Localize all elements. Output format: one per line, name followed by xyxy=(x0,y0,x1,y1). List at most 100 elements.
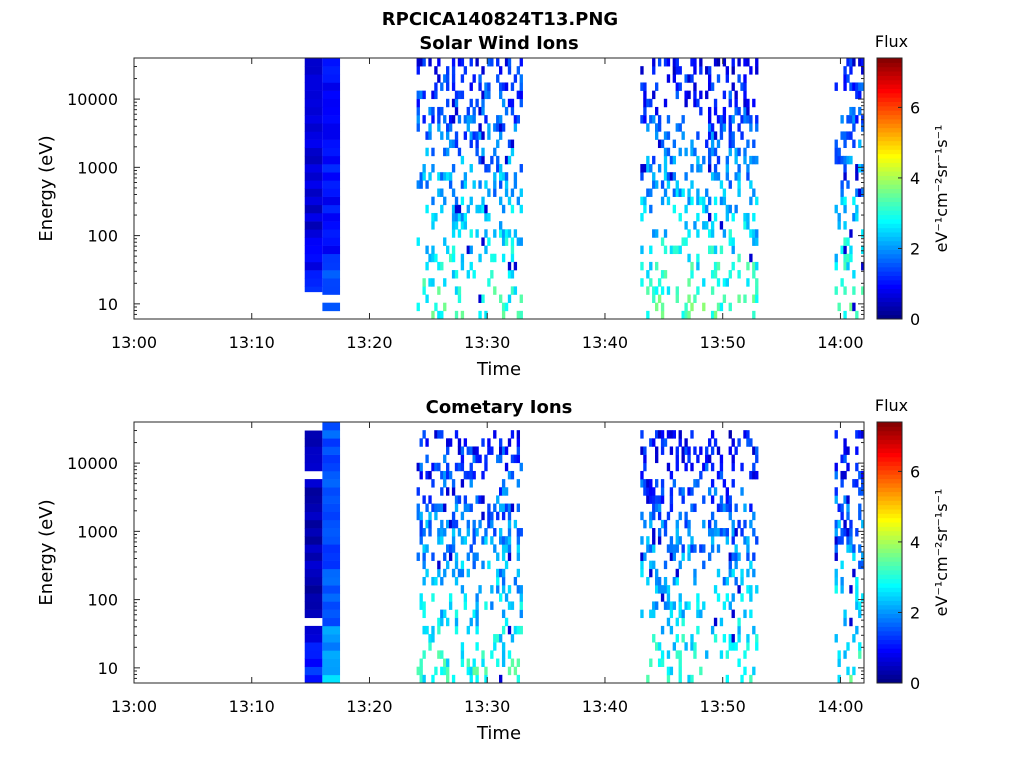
heatmap-cell xyxy=(861,430,865,439)
heatmap-cell xyxy=(448,519,453,529)
heatmap-cell xyxy=(731,212,735,222)
heatmap-cell xyxy=(690,139,694,149)
heatmap-cell xyxy=(446,123,450,132)
heatmap-cell xyxy=(448,123,453,132)
heatmap-cell xyxy=(519,237,523,246)
heatmap-cell xyxy=(454,90,459,100)
heatmap-cell xyxy=(752,188,756,197)
heatmap-cell xyxy=(755,155,759,165)
heatmap-cell xyxy=(746,552,750,561)
heatmap-cell xyxy=(322,528,341,537)
colorbar-segment xyxy=(877,656,902,662)
heatmap-cell xyxy=(484,229,488,238)
heatmap-cell xyxy=(840,503,844,513)
heatmap-cell xyxy=(834,576,838,586)
heatmap-cell xyxy=(696,196,700,206)
heatmap-cell xyxy=(431,576,435,586)
heatmap-cell xyxy=(440,172,444,181)
heatmap-cell xyxy=(507,294,512,303)
colorbar-segment xyxy=(877,430,902,436)
heatmap-cell xyxy=(734,90,738,100)
heatmap-cell xyxy=(475,495,479,504)
heatmap-cell xyxy=(499,438,503,447)
heatmap-cell xyxy=(710,123,715,132)
y-tick-label: 10000 xyxy=(67,90,118,109)
heatmap-cell xyxy=(666,147,671,157)
heatmap-cell xyxy=(837,519,841,529)
heatmap-cell xyxy=(752,568,756,578)
heatmap-cell xyxy=(496,511,500,521)
heatmap-cell xyxy=(501,642,506,651)
heatmap-cell xyxy=(834,147,838,157)
heatmap-cell xyxy=(660,446,665,455)
heatmap-cell xyxy=(448,139,453,149)
heatmap-cell xyxy=(719,617,724,627)
heatmap-cell xyxy=(843,286,847,295)
heatmap-cell xyxy=(322,131,341,140)
heatmap-cell xyxy=(643,98,647,108)
heatmap-cell xyxy=(655,503,659,513)
heatmap-cell xyxy=(725,593,729,602)
heatmap-cell xyxy=(678,430,682,439)
heatmap-cell xyxy=(728,98,732,108)
heatmap-cell xyxy=(469,245,473,255)
heatmap-cell xyxy=(499,131,503,140)
heatmap-cell xyxy=(655,568,659,578)
heatmap-cell xyxy=(304,115,323,124)
heatmap-cell xyxy=(843,519,847,529)
heatmap-cell xyxy=(431,212,435,222)
heatmap-cell xyxy=(419,658,423,667)
heatmap-cell xyxy=(454,430,459,439)
heatmap-cell xyxy=(457,115,462,124)
colorbar-segment xyxy=(877,210,902,216)
heatmap-cell xyxy=(678,82,682,91)
heatmap-cell xyxy=(834,487,838,496)
colorbar-segment xyxy=(877,617,902,623)
heatmap-cell xyxy=(493,229,497,238)
heatmap-cell xyxy=(440,666,444,676)
heatmap-cell xyxy=(510,82,515,91)
heatmap-cell xyxy=(678,609,682,619)
heatmap-cell xyxy=(446,544,450,553)
heatmap-cell xyxy=(304,245,323,255)
heatmap-cell xyxy=(646,155,650,165)
heatmap-cell xyxy=(722,634,727,643)
heatmap-cell xyxy=(660,302,665,312)
heatmap-cell xyxy=(481,294,485,303)
heatmap-cell xyxy=(675,568,679,578)
colorbar-segment xyxy=(877,245,902,250)
heatmap-cell xyxy=(746,438,750,447)
heatmap-cell xyxy=(690,544,694,553)
heatmap-cell xyxy=(672,66,677,75)
heatmap-cell xyxy=(457,204,462,214)
heatmap-cell xyxy=(322,585,341,594)
heatmap-cell xyxy=(434,66,438,75)
heatmap-cell xyxy=(834,552,838,561)
heatmap-cell xyxy=(457,58,462,67)
heatmap-cell xyxy=(725,164,729,173)
heatmap-cell xyxy=(743,536,747,545)
heatmap-cell xyxy=(487,503,491,513)
heatmap-cell xyxy=(469,229,473,238)
x-tick-label: 13:10 xyxy=(229,333,275,352)
heatmap-cell xyxy=(446,438,450,447)
heatmap-cell xyxy=(437,503,441,513)
heatmap-cell xyxy=(707,528,712,537)
heatmap-cell xyxy=(722,90,727,100)
heatmap-cell xyxy=(448,438,453,447)
heatmap-cell xyxy=(743,503,747,513)
heatmap-cell xyxy=(499,568,503,578)
heatmap-cell xyxy=(463,172,468,181)
heatmap-cell xyxy=(743,212,747,222)
heatmap-cell xyxy=(472,528,476,537)
heatmap-cell xyxy=(746,642,750,651)
heatmap-cell xyxy=(640,446,644,455)
heatmap-cell xyxy=(516,115,521,124)
heatmap-cell xyxy=(843,310,847,320)
heatmap-cell xyxy=(846,536,850,545)
heatmap-cell xyxy=(652,155,656,165)
heatmap-cell xyxy=(516,503,521,513)
heatmap-cell xyxy=(304,164,323,173)
heatmap-cell xyxy=(660,593,665,602)
heatmap-cell xyxy=(681,454,685,464)
